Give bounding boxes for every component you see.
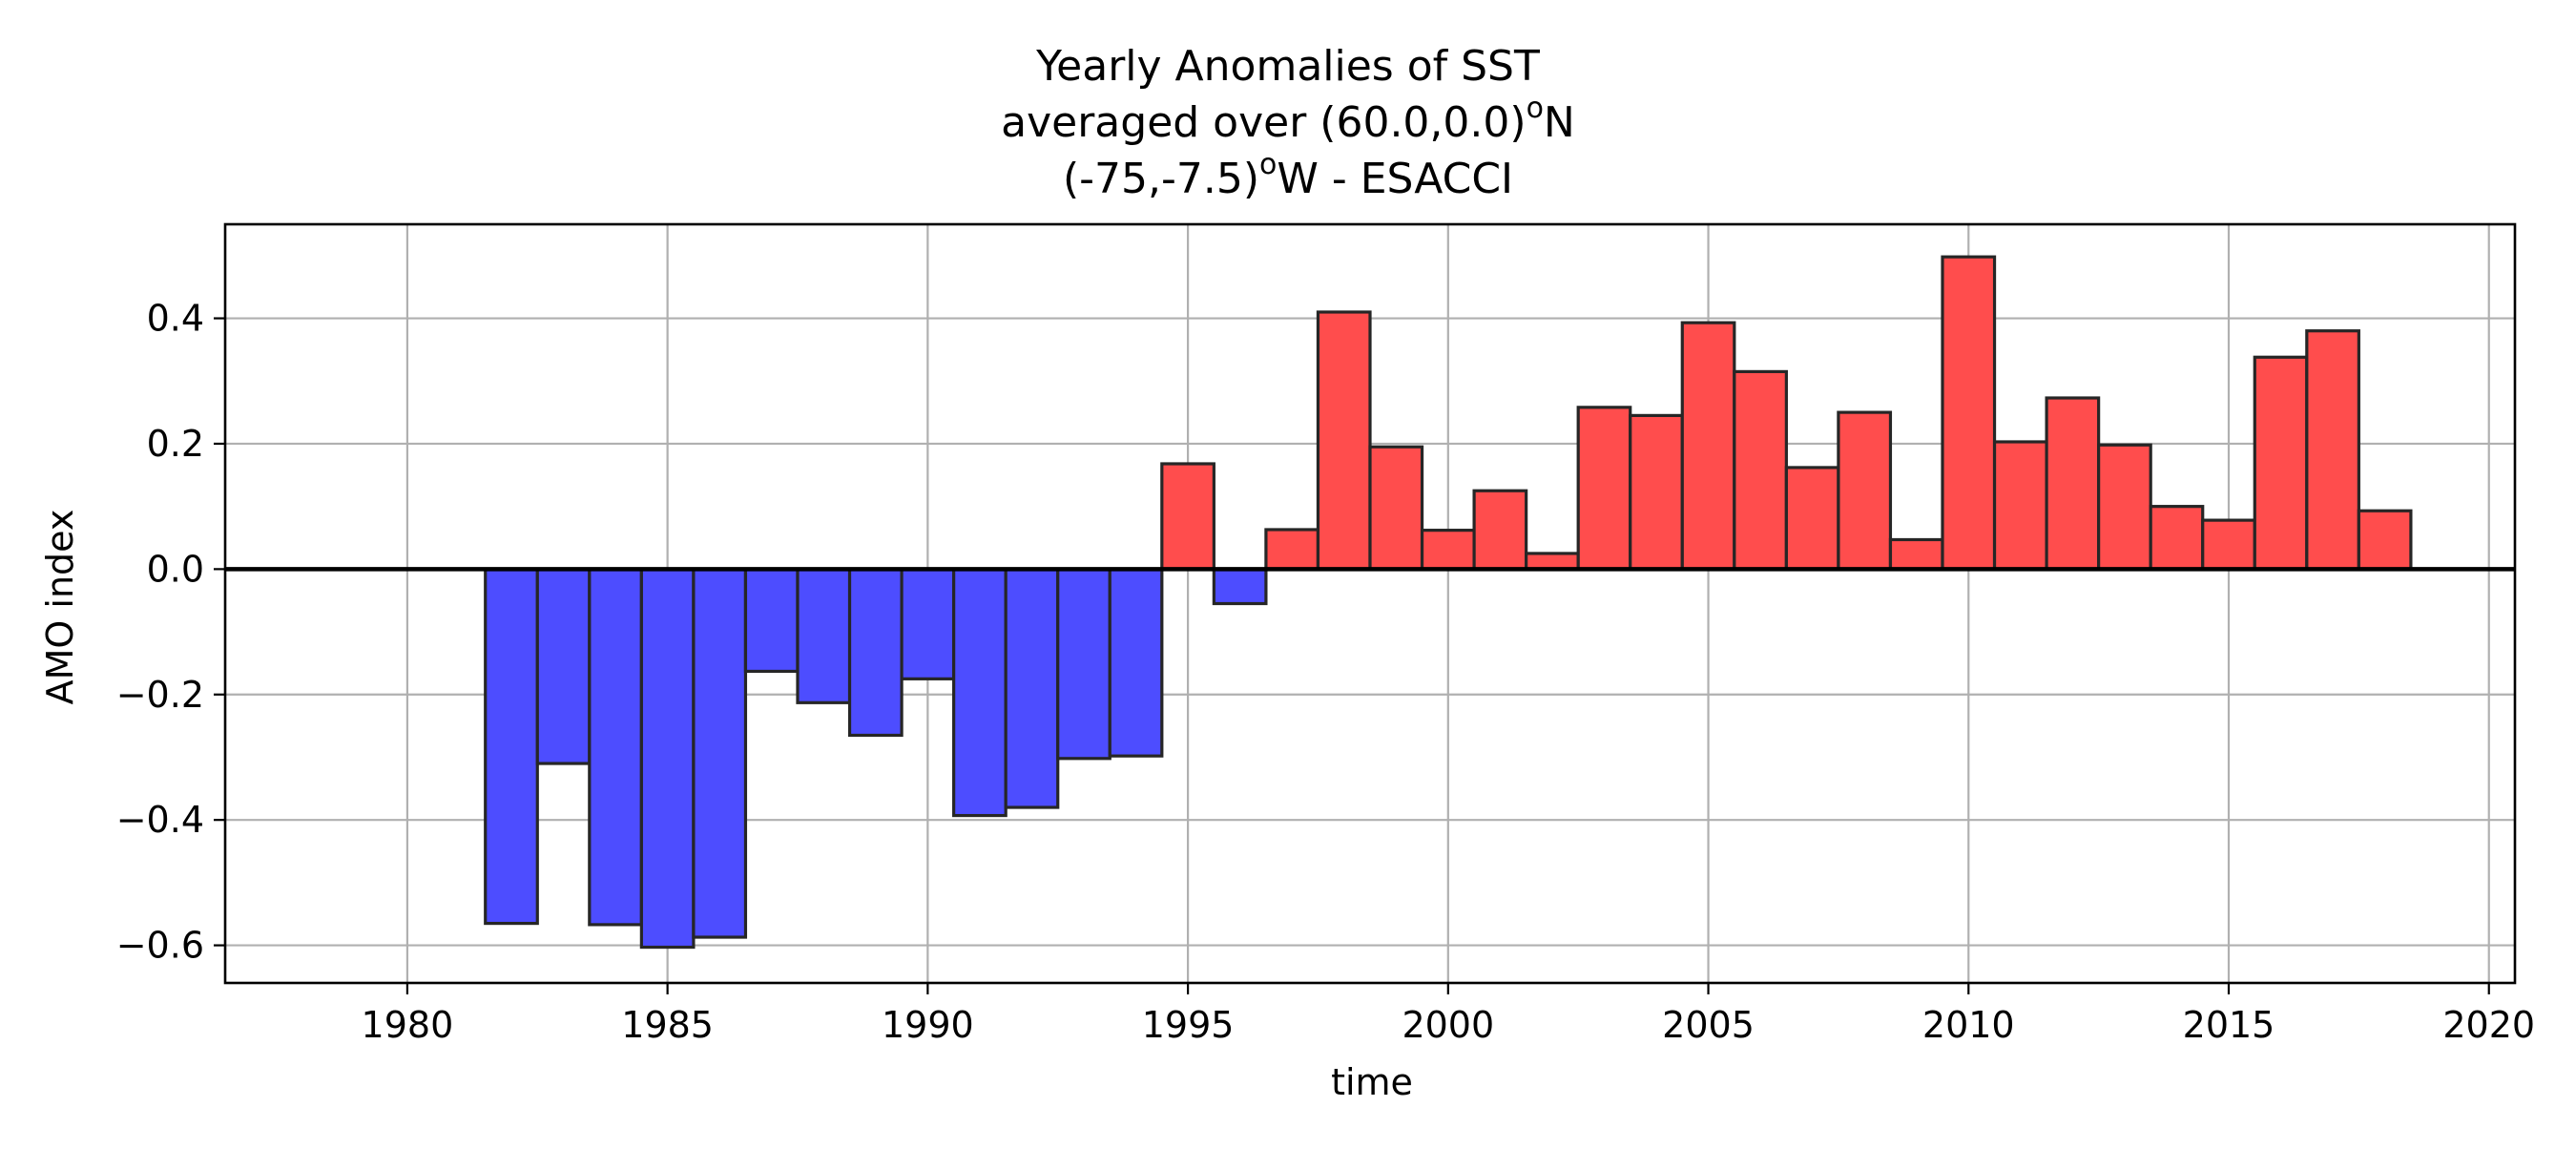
- bar-1993: [1056, 567, 1111, 761]
- bar-2006: [1733, 369, 1788, 571]
- bar-2009: [1888, 537, 1944, 571]
- x-tick-label-1985: 1985: [621, 1004, 714, 1046]
- x-tick-label-2015: 2015: [2183, 1004, 2275, 1046]
- axes: [223, 222, 2517, 985]
- x-tick-label-1980: 1980: [362, 1004, 454, 1046]
- bar-2011: [1992, 440, 2048, 571]
- bar-2004: [1629, 413, 1684, 571]
- bar-1991: [952, 567, 1008, 818]
- bar-2014: [2149, 505, 2205, 571]
- chart-title: Yearly Anomalies of SST averaged over (6…: [0, 38, 2576, 207]
- bar-1986: [692, 567, 748, 939]
- bar-2003: [1576, 406, 1632, 571]
- bar-2012: [2045, 396, 2101, 571]
- y-tick-label-0: −0.6: [116, 925, 204, 967]
- x-tick-label-2005: 2005: [1662, 1004, 1755, 1046]
- bar-1988: [796, 567, 852, 704]
- bar-2018: [2357, 509, 2413, 571]
- bar-1982: [484, 567, 539, 926]
- y-tick-label-5: 0.4: [147, 298, 204, 340]
- bar-1987: [743, 567, 800, 674]
- bar-2001: [1472, 489, 1528, 571]
- title-line-3: (-75,-7.5)oW - ESACCI: [1062, 148, 1514, 203]
- bar-1989: [847, 567, 904, 738]
- bar-1984: [588, 567, 643, 927]
- x-tick-label-1990: 1990: [882, 1004, 974, 1046]
- bars: [484, 255, 2413, 950]
- bar-2007: [1784, 466, 1840, 571]
- title-line-2: averaged over (60.0,0.0)oN: [1001, 92, 1575, 147]
- bar-1998: [1316, 310, 1372, 571]
- y-tick-label-3: 0.0: [147, 548, 204, 590]
- y-tick-label-4: 0.2: [147, 423, 204, 465]
- bar-1997: [1264, 528, 1320, 571]
- tick-labels: 1980 1985 1990 1995 2000 2005 2010 2015 2020 −0.6…: [116, 298, 2535, 1046]
- title-line-1: Yearly Anomalies of SST: [1036, 42, 1540, 91]
- x-tick-label-1995: 1995: [1142, 1004, 1235, 1046]
- plot-frame: [223, 222, 2517, 985]
- bar-2008: [1837, 410, 1893, 571]
- bar-1983: [535, 567, 592, 765]
- bar-2016: [2253, 355, 2309, 571]
- bar-1992: [1004, 567, 1060, 809]
- bar-2002: [1525, 552, 1580, 571]
- bar-2010: [1941, 255, 1997, 571]
- bar-1996: [1212, 567, 1268, 606]
- bar-2000: [1420, 529, 1476, 571]
- x-tick-label-2010: 2010: [1922, 1004, 2015, 1046]
- x-axis-label: time: [1331, 1061, 1413, 1103]
- bar-1995: [1160, 462, 1215, 571]
- bar-1999: [1368, 445, 1424, 571]
- x-tick-label-2000: 2000: [1402, 1004, 1494, 1046]
- x-tick-label-2020: 2020: [2442, 1004, 2535, 1046]
- y-axis-label: AMO index: [39, 510, 81, 705]
- bar-2015: [2201, 518, 2256, 571]
- bar-1994: [1108, 567, 1164, 758]
- y-tick-label-1: −0.4: [116, 799, 204, 841]
- bar-2005: [1680, 321, 1736, 571]
- bar-2013: [2097, 443, 2152, 571]
- bar-2017: [2305, 329, 2360, 571]
- bar-1985: [639, 567, 696, 950]
- y-tick-label-2: −0.2: [116, 674, 204, 716]
- bar-1990: [900, 567, 956, 680]
